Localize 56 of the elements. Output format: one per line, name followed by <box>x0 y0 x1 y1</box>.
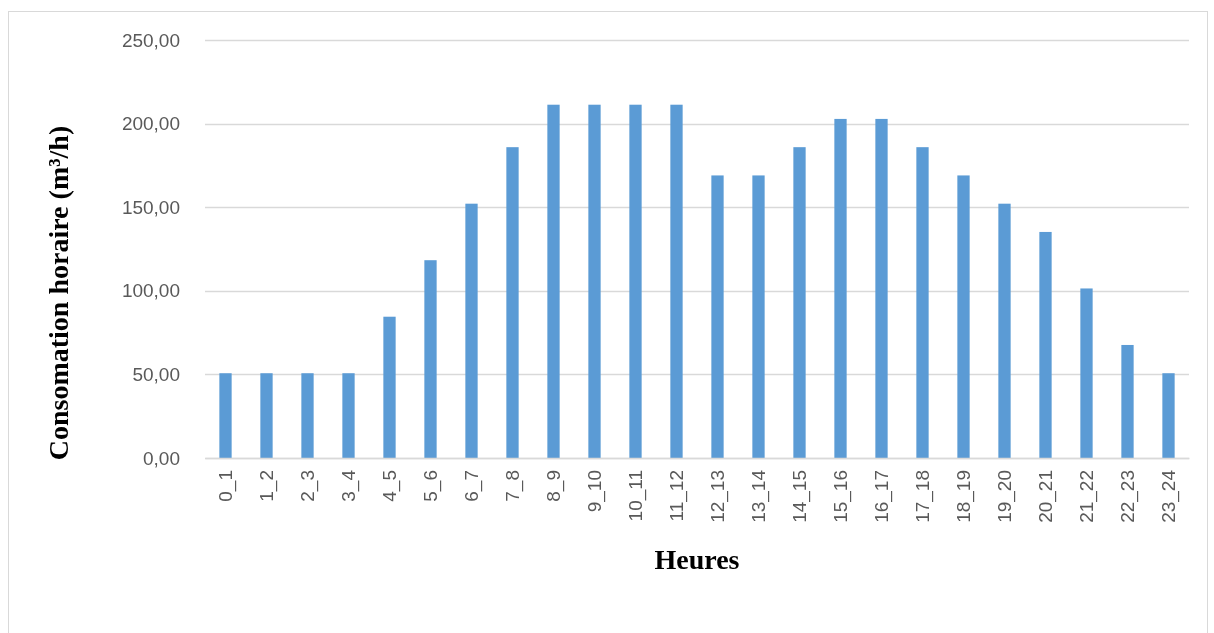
y-tick-label: 0,00 <box>143 447 180 469</box>
x-tick-label: 3_4 <box>338 469 361 502</box>
bar <box>629 104 642 458</box>
bar <box>998 203 1011 458</box>
x-tick-label: 20_21 <box>1035 470 1058 523</box>
x-tick-label: 4_5 <box>379 470 402 502</box>
x-tick-label: 14_15 <box>789 470 812 523</box>
x-tick-label: 17_18 <box>912 470 935 523</box>
x-tick-label: 13_14 <box>748 469 771 523</box>
y-axis-title: Consomation horaire (m³/h) <box>43 125 74 461</box>
x-tick-label: 11_12 <box>666 470 689 522</box>
bar <box>711 175 724 458</box>
x-tick-label: 10_11 <box>625 470 648 522</box>
x-tick-label: 18_19 <box>953 470 976 523</box>
y-tick-label: 250,00 <box>121 29 180 51</box>
x-tick-label: 1_2 <box>256 470 279 502</box>
y-tick-label: 50,00 <box>132 363 180 385</box>
bar <box>383 316 396 458</box>
y-tick-label: 200,00 <box>121 113 180 135</box>
x-tick-label: 15_16 <box>830 470 853 523</box>
x-tick-label: 16_17 <box>871 470 894 523</box>
x-tick-label: 5_6 <box>420 470 443 502</box>
bar <box>301 373 314 458</box>
bar <box>1121 344 1134 458</box>
x-tick-label: 21_22 <box>1076 470 1099 523</box>
bar <box>506 147 519 458</box>
bar <box>342 373 355 458</box>
bar <box>834 118 847 458</box>
y-tick-label: 150,00 <box>121 196 180 218</box>
x-tick-label: 2_3 <box>297 470 320 502</box>
x-tick-label: 12_13 <box>707 470 730 523</box>
bar <box>1080 288 1093 458</box>
x-tick-label: 0_1 <box>215 470 238 502</box>
bar <box>424 260 437 458</box>
bar <box>752 175 765 458</box>
x-tick-label: 8_9 <box>543 470 566 502</box>
bar <box>793 147 806 458</box>
bar <box>670 104 683 458</box>
x-tick-label: 7_8 <box>502 470 525 502</box>
bar <box>875 118 888 458</box>
x-tick-label: 19_20 <box>994 470 1017 523</box>
x-tick-label: 6_7 <box>461 470 484 502</box>
bar <box>260 373 273 458</box>
x-tick-label: 22_23 <box>1117 470 1140 523</box>
bar <box>1162 373 1175 458</box>
bar <box>1039 231 1052 458</box>
bar <box>465 203 478 458</box>
bar <box>219 373 232 458</box>
bar <box>588 104 601 458</box>
bar <box>916 147 929 458</box>
x-axis-title: Heures <box>654 544 740 575</box>
bar <box>957 175 970 458</box>
bar <box>547 104 560 458</box>
y-tick-label: 100,00 <box>121 280 180 302</box>
x-tick-label: 9_10 <box>584 470 607 513</box>
x-tick-label: 23_24 <box>1158 469 1181 523</box>
